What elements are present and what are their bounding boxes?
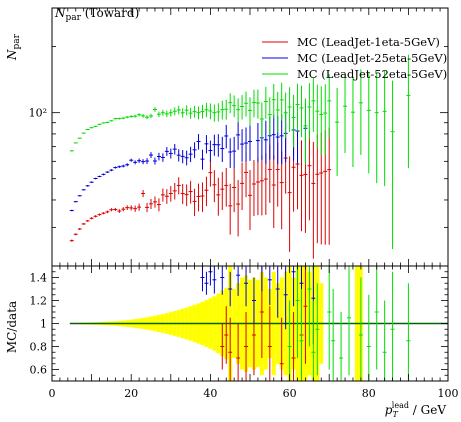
series-2-marks [69, 102, 308, 212]
legend-label: MC (LeadJet-25eta-5GeV) [297, 51, 447, 65]
axis-ticks: 0 20 40 60 80 100 10² 0.6 0.8 1 1.2 1.4 [29, 7, 459, 400]
ratio-series-3-marks [287, 266, 411, 381]
x-axis-label-subscript: T [392, 410, 398, 419]
ratio-x-axis-label: pTlead / GeV [385, 401, 447, 419]
plot-title-subscript: par [66, 13, 82, 23]
main-y-axis-label: Npar [5, 33, 22, 61]
ratio-y-tick-label: 0.6 [30, 364, 48, 377]
ratio-y-tick-label: 1.2 [30, 295, 48, 308]
main-y-tick-label: 10² [29, 107, 47, 120]
ratio-y-tick-label: 0.8 [30, 341, 48, 354]
series-1-marks [69, 128, 332, 259]
x-tick-label: 20 [124, 387, 138, 400]
x-tick-label: 40 [203, 387, 217, 400]
x-tick-label: 80 [362, 387, 376, 400]
plot-title-symbol: N [54, 6, 66, 20]
ratio-y-tick-label: 1 [40, 318, 47, 331]
x-tick-label: 100 [438, 387, 459, 400]
plot-title-rest: (Toward) [81, 6, 139, 20]
ratio-series-2-marks [200, 265, 316, 345]
x-axis-label-unit: / GeV [409, 403, 446, 417]
x-axis-label-symbol: p [385, 403, 393, 417]
ratio-y-axis-label: MC/data [5, 301, 19, 353]
x-tick-label: 0 [49, 387, 56, 400]
legend: MC (LeadJet-1eta-5GeV) MC (LeadJet-25eta-… [262, 35, 447, 81]
series-3-marks [69, 54, 411, 250]
legend-label: MC (LeadJet-1eta-5GeV) [297, 35, 440, 49]
plot-title: Npar (Toward) [54, 6, 139, 23]
ratio-y-tick-label: 1.4 [30, 272, 48, 285]
data-marks [69, 54, 411, 381]
main-y-axis-label-symbol: N [5, 49, 19, 61]
x-axis-label-superscript: lead [392, 401, 409, 410]
main-y-axis-label-subscript: par [12, 33, 22, 49]
legend-label: MC (LeadJet-52eta-5GeV) [297, 67, 447, 81]
x-tick-label: 60 [283, 387, 297, 400]
